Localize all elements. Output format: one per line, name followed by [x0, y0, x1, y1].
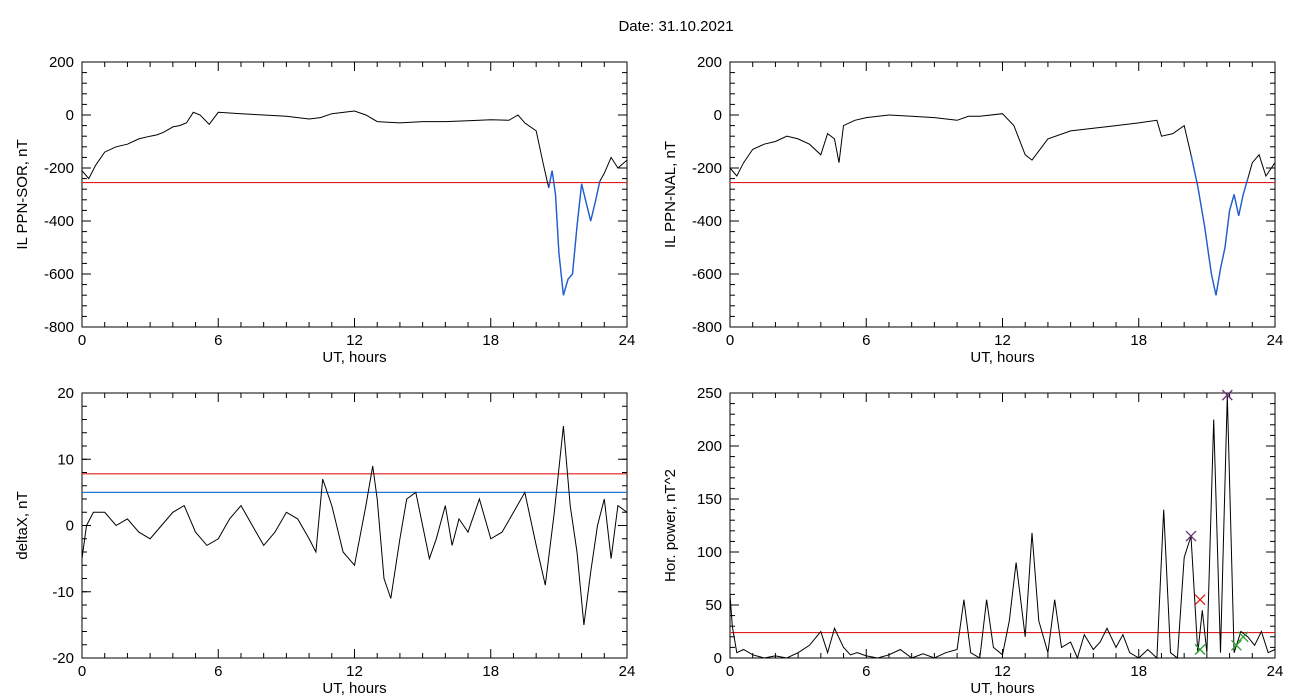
peak-marker-stroke — [1194, 594, 1206, 606]
x-tick-label: 18 — [1130, 663, 1147, 680]
x-tick-label: 18 — [482, 663, 499, 680]
y-tick-label: 100 — [697, 544, 722, 561]
x-tick-label: 18 — [1130, 332, 1147, 349]
x-axis-title: UT, hours — [322, 349, 386, 366]
substorm-highlight-line — [548, 170, 601, 296]
series-line — [81, 110, 628, 296]
x-tick-label: 6 — [862, 332, 870, 349]
peak-marker — [1194, 644, 1206, 655]
y-tick-label: 200 — [697, 438, 722, 455]
peak-marker — [1221, 389, 1233, 401]
peak-marker-stroke — [1194, 644, 1206, 655]
x-tick-label: 24 — [1267, 663, 1284, 680]
x-tick-label: 0 — [726, 332, 734, 349]
x-tick-label: 6 — [214, 332, 222, 349]
plot-frame — [81, 392, 628, 659]
y-tick-label: -200 — [692, 160, 722, 177]
y-tick-label: 20 — [57, 385, 74, 402]
chart-date-title: Date: 31.10.2021 — [618, 18, 734, 35]
x-tick-label: 0 — [726, 663, 734, 680]
x-tick-label: 12 — [994, 663, 1011, 680]
plot-frame — [729, 392, 1276, 659]
panel-ppn-sor: 0 6 12 18 24 -800 -600 -400 -200 0 200 UT, hours IL … — [14, 54, 635, 366]
y-tick-label: -10 — [52, 584, 74, 601]
panel-hor-power: 0 6 12 18 24 0 50 100 150 200 250 UT, hours Hor. pow… — [662, 385, 1283, 697]
x-tick-label: 24 — [619, 332, 636, 349]
series-line — [729, 395, 1276, 660]
y-tick-label: -20 — [52, 650, 74, 667]
x-tick-label: 12 — [346, 332, 363, 349]
x-tick-label: 6 — [214, 663, 222, 680]
y-tick-label: 0 — [66, 107, 74, 124]
y-tick-label: -600 — [692, 266, 722, 283]
x-tick-label: 0 — [78, 332, 86, 349]
peak-marker — [1185, 530, 1197, 542]
peak-marker — [1230, 639, 1242, 651]
y-tick-label: -800 — [44, 319, 74, 336]
x-tick-label: 18 — [482, 332, 499, 349]
y-tick-label: -400 — [692, 213, 722, 230]
x-tick-label: 24 — [619, 663, 636, 680]
y-tick-label: 200 — [49, 54, 74, 71]
x-tick-label: 6 — [862, 663, 870, 680]
y-tick-label: 0 — [714, 107, 722, 124]
peak-marker — [1237, 631, 1249, 643]
y-axis-title: IL PPN-NAL, nT — [662, 141, 679, 248]
y-axis-title: Hor. power, nT^2 — [662, 469, 679, 582]
y-tick-label: -200 — [44, 160, 74, 177]
x-axis-title: UT, hours — [970, 680, 1034, 697]
y-axis-title: deltaX, nT — [14, 491, 31, 559]
plot-frame — [729, 61, 1276, 328]
peak-marker-stroke — [1237, 631, 1249, 643]
x-axis-title: UT, hours — [322, 680, 386, 697]
y-tick-label: 0 — [714, 650, 722, 667]
x-tick-label: 12 — [346, 663, 363, 680]
x-tick-label: 12 — [994, 332, 1011, 349]
y-tick-label: -800 — [692, 319, 722, 336]
peak-marker-stroke — [1185, 530, 1197, 542]
substorm-highlight-line — [1190, 154, 1249, 296]
y-tick-label: 0 — [66, 518, 74, 535]
series-line — [729, 113, 1276, 296]
peak-marker-stroke — [1221, 389, 1233, 401]
y-tick-label: -400 — [44, 213, 74, 230]
panel-deltax: 0 6 12 18 24 -20 -10 0 10 20 UT, hours deltaX, nT — [14, 385, 635, 697]
series-line — [81, 426, 628, 625]
y-tick-label: 200 — [697, 54, 722, 71]
y-axis-title: IL PPN-SOR, nT — [14, 139, 31, 249]
y-tick-label: -600 — [44, 266, 74, 283]
panel-ppn-nal: 0 6 12 18 24 -800 -600 -400 -200 0 200 UT, hours IL … — [662, 54, 1283, 366]
x-tick-label: 24 — [1267, 332, 1284, 349]
y-tick-label: 10 — [57, 451, 74, 468]
y-tick-label: 250 — [697, 385, 722, 402]
x-axis-title: UT, hours — [970, 349, 1034, 366]
x-tick-label: 0 — [78, 663, 86, 680]
peak-marker — [1194, 594, 1206, 606]
y-tick-label: 150 — [697, 491, 722, 508]
peak-marker-stroke — [1230, 639, 1242, 651]
y-tick-label: 50 — [705, 597, 722, 614]
plot-frame — [81, 61, 628, 328]
